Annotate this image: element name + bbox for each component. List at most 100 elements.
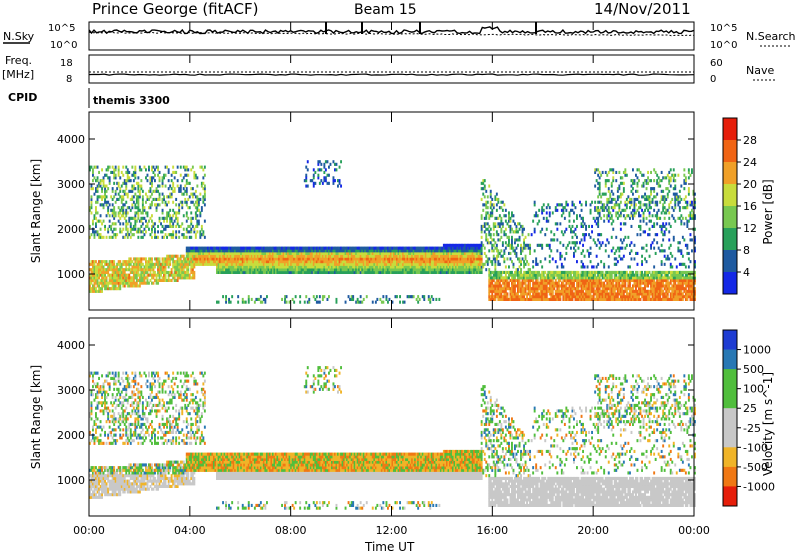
power-cell <box>562 270 565 274</box>
power-cell <box>597 173 600 177</box>
power-cell <box>597 224 600 228</box>
power-cell <box>588 284 591 288</box>
power-cell <box>196 176 199 180</box>
power-cell <box>470 260 473 264</box>
power-cell <box>193 170 196 174</box>
power-cell <box>455 268 457 272</box>
power-cell <box>390 265 392 269</box>
power-cell <box>216 260 218 264</box>
power-cell <box>188 273 191 277</box>
power-cell <box>237 249 240 253</box>
power-cell <box>538 219 541 223</box>
power-cell <box>181 233 184 237</box>
power-cell <box>324 254 327 258</box>
power-cell <box>343 265 346 269</box>
power-cell <box>96 265 99 269</box>
power-cell <box>178 189 181 193</box>
power-cell <box>610 297 613 301</box>
power-cell <box>595 287 598 291</box>
power-cell <box>287 268 290 272</box>
power-cell <box>446 246 448 250</box>
power-cell <box>495 216 498 220</box>
power-cell <box>95 216 97 220</box>
power-cell <box>527 243 530 247</box>
power-cell <box>432 268 435 272</box>
power-cell <box>172 254 175 258</box>
power-cell <box>154 233 156 237</box>
power-cell <box>370 260 373 264</box>
power-cell <box>396 260 398 264</box>
power-cell <box>332 260 335 264</box>
power-cell <box>612 297 615 301</box>
power-cell <box>533 214 536 218</box>
power-cell <box>461 262 464 266</box>
power-cell <box>132 184 135 188</box>
power-cell <box>199 251 202 255</box>
power-cell <box>99 227 102 231</box>
power-cell <box>500 219 503 223</box>
power-cell <box>356 270 359 274</box>
power-cell <box>464 268 467 272</box>
power-cell <box>138 184 141 188</box>
power-cell <box>441 254 444 258</box>
power-cell <box>358 251 361 255</box>
power-cell <box>96 262 99 266</box>
power-cell <box>491 211 494 215</box>
power-cell <box>566 273 569 277</box>
power-cell <box>512 276 515 280</box>
power-cell <box>90 187 93 191</box>
power-cell <box>193 260 196 264</box>
power-cell <box>89 262 91 266</box>
power-cell <box>497 224 500 228</box>
power-cell <box>545 292 548 296</box>
power-cell <box>158 219 161 223</box>
power-cell <box>335 162 338 166</box>
power-cell <box>252 260 255 264</box>
power-cell <box>138 268 141 272</box>
power-cell <box>597 206 600 210</box>
power-cell <box>500 227 503 231</box>
power-cell <box>216 246 218 250</box>
power-cell <box>486 222 489 226</box>
power-cell <box>210 246 212 250</box>
power-cell <box>148 262 150 266</box>
power-cell <box>474 249 477 253</box>
power-cell <box>568 289 571 293</box>
power-cell <box>589 295 592 299</box>
power-cell <box>226 251 229 255</box>
power-cell <box>324 179 327 183</box>
power-cell <box>414 246 417 250</box>
power-cell <box>577 287 580 291</box>
power-cell <box>122 195 125 199</box>
power-cell <box>385 265 388 269</box>
power-cell <box>373 257 376 261</box>
power-cell <box>476 243 479 247</box>
power-cell <box>356 254 359 258</box>
power-cell <box>488 270 491 274</box>
power-cell <box>303 249 306 253</box>
power-cell <box>173 187 176 191</box>
power-cell <box>101 273 104 277</box>
power-cell <box>380 254 383 258</box>
power-cell <box>399 246 402 250</box>
power-cell <box>547 287 550 291</box>
power-cell <box>151 214 153 218</box>
power-cell <box>402 257 405 261</box>
power-cell <box>145 262 147 266</box>
power-cell <box>573 278 575 282</box>
power-cell <box>141 270 144 274</box>
power-cell <box>173 260 176 264</box>
power-cell <box>380 300 383 304</box>
power-cell <box>557 281 560 285</box>
power-cell <box>467 251 470 255</box>
power-cell <box>371 254 374 258</box>
power-cell <box>500 295 503 299</box>
power-cell <box>506 243 509 247</box>
power-cell <box>240 249 243 253</box>
power-cell <box>164 216 167 220</box>
power-cell <box>267 254 270 258</box>
power-cell <box>145 192 147 196</box>
power-cell <box>208 246 211 250</box>
power-cell <box>426 268 429 272</box>
